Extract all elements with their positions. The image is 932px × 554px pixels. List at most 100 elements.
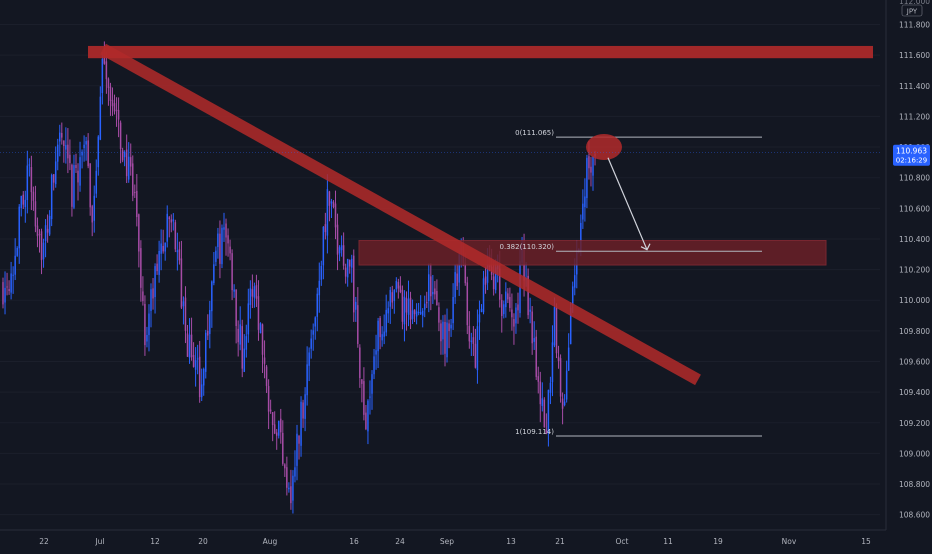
candle-body: [415, 311, 418, 317]
candle-body: [442, 321, 444, 340]
candle-body: [446, 322, 448, 358]
candle-body: [346, 258, 349, 278]
candle-body: [34, 201, 37, 227]
candle-body: [95, 170, 98, 194]
candle-body: [336, 224, 339, 255]
candle-body: [282, 432, 284, 464]
x-tick-label: 22: [39, 537, 49, 546]
candle-body: [109, 86, 112, 101]
candle-body: [383, 331, 385, 337]
projection-arrow-line: [607, 157, 648, 250]
x-tick-label: 15: [861, 537, 871, 546]
candle-body: [18, 206, 20, 249]
y-tick-label: 110.800: [899, 174, 930, 183]
x-tick-label: 20: [198, 537, 208, 546]
candle-body: [156, 263, 158, 272]
candle-body: [65, 145, 67, 150]
candle-body: [154, 266, 156, 298]
candle-body: [271, 412, 274, 426]
candle-body: [298, 435, 300, 444]
candle-body: [164, 242, 166, 252]
candle-body: [470, 340, 473, 343]
candle-body: [498, 268, 501, 300]
candle-body: [22, 194, 25, 205]
candle-body: [308, 352, 310, 366]
candle-body: [316, 293, 319, 317]
candle-body: [235, 289, 237, 327]
candle-body: [63, 140, 65, 147]
x-tick-label: 13: [506, 537, 516, 546]
candle-body: [221, 227, 223, 265]
candle-body: [584, 196, 586, 208]
candle-body: [158, 250, 160, 275]
candle-body: [253, 286, 256, 298]
candle-body: [180, 258, 183, 308]
candle-body: [97, 136, 100, 168]
candle-body: [223, 227, 225, 230]
y-axis[interactable]: 111.800111.600111.400111.200111.000110.8…: [885, 0, 932, 530]
x-tick-label: 21: [555, 537, 565, 546]
candle-body: [515, 307, 517, 324]
candle-body: [543, 399, 546, 428]
candle-body: [87, 140, 89, 167]
candle-body: [48, 215, 51, 235]
candle-body: [129, 157, 132, 167]
candle-body: [292, 475, 294, 501]
candle-body: [466, 282, 469, 326]
candle-body: [365, 412, 367, 430]
candle-body: [464, 262, 467, 284]
candle-body: [101, 59, 104, 94]
candle-body: [174, 222, 177, 250]
candle-body: [241, 326, 243, 369]
candle-body: [340, 245, 343, 251]
candle-body: [6, 286, 8, 288]
candle-body: [306, 364, 308, 396]
candle-body: [144, 303, 146, 346]
x-axis-panel: [0, 530, 932, 550]
candle-body: [590, 166, 592, 173]
candle-body: [474, 343, 477, 368]
candle-body: [357, 305, 359, 344]
candle-body: [71, 164, 73, 207]
candle-body: [413, 309, 416, 315]
candle-body: [545, 429, 548, 434]
candle-body: [28, 164, 31, 166]
candle-body: [557, 356, 560, 362]
candle-body: [267, 386, 270, 412]
candle-body: [12, 274, 14, 276]
candle-body: [117, 110, 120, 120]
currency-badge: [901, 4, 923, 17]
candle-body: [67, 144, 69, 159]
x-tick-label: 24: [395, 537, 405, 546]
candle-body: [239, 324, 241, 345]
candle-body: [59, 132, 61, 142]
candle-body: [77, 170, 79, 183]
candle-body: [326, 189, 329, 236]
candle-body: [302, 402, 304, 419]
candle-body: [115, 109, 118, 111]
support-zone: [358, 239, 827, 266]
candle-body: [580, 222, 582, 251]
candle-body: [555, 306, 558, 354]
candle-body: [529, 309, 531, 312]
candle-body: [192, 354, 195, 367]
candle-body: [233, 289, 235, 292]
candle-body: [541, 398, 544, 406]
candle-body: [436, 290, 438, 305]
x-axis[interactable]: 22 Jul 12 20 Aug 16 24 Sep 13 21 Oct 11 19 Nov 15: [0, 529, 932, 550]
x-tick-label: Nov: [782, 537, 797, 546]
candle-body: [168, 217, 171, 220]
candle-body: [261, 324, 264, 355]
candle-body: [505, 291, 507, 308]
candle-body: [217, 233, 219, 248]
candle-body: [300, 401, 302, 446]
candle-body: [211, 281, 213, 312]
candle-body: [93, 195, 95, 221]
x-tick-label: 16: [349, 537, 359, 546]
candle-body: [38, 234, 41, 236]
candle-body: [501, 300, 503, 316]
candle-body: [330, 201, 333, 204]
x-tick-label: 11: [663, 537, 673, 546]
